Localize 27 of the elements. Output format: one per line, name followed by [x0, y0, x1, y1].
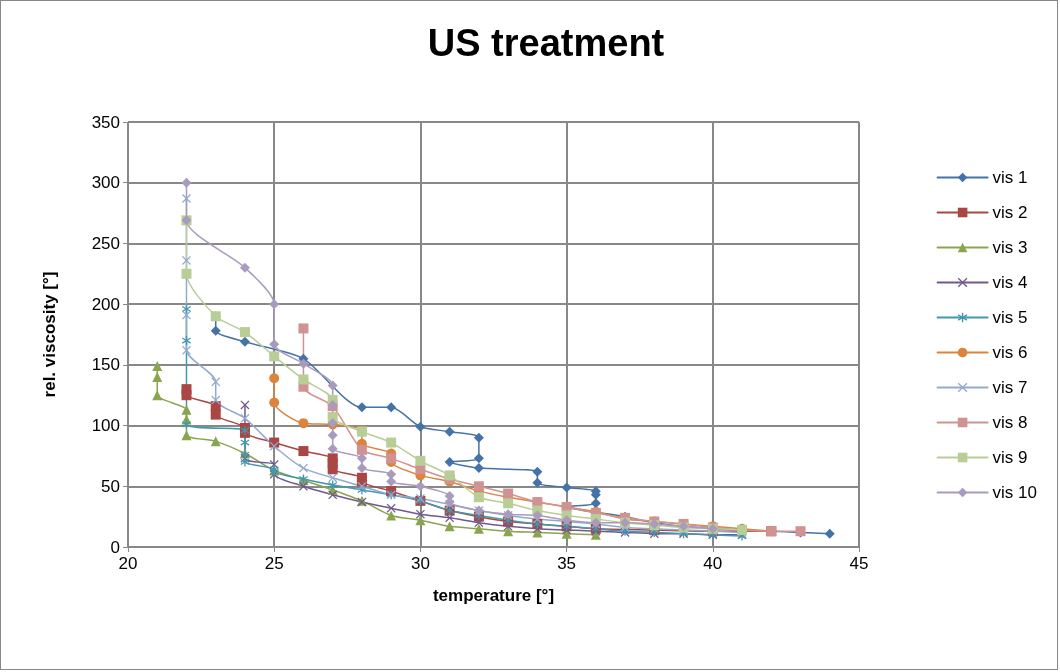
legend-label: vis 10	[992, 483, 1038, 502]
y-tick-label: 300	[91, 173, 120, 193]
y-tick-label: 100	[91, 416, 120, 436]
y-tick-label: 250	[91, 233, 120, 253]
x-tick-label: 40	[703, 554, 723, 573]
legend-label: vis 1	[992, 168, 1028, 187]
y-tick-label: 0	[110, 537, 120, 557]
x-axis-title: temperature [°]	[432, 586, 555, 605]
y-tick-label: 150	[91, 355, 120, 375]
y-tick-label: 350	[91, 112, 120, 132]
legend-label: vis 6	[992, 343, 1028, 362]
y-tick-label: 200	[91, 294, 120, 314]
x-tick-label: 35	[557, 554, 577, 573]
legend-label: vis 9	[992, 448, 1028, 467]
x-tick-label: 20	[118, 554, 138, 573]
y-axis-title: rel. viscosity [°]	[40, 271, 59, 398]
legend-label: vis 8	[992, 413, 1028, 432]
legend-label: vis 4	[992, 273, 1028, 292]
x-tick-label: 30	[410, 554, 430, 573]
x-tick-label: 25	[264, 554, 284, 573]
chart-title: US treatment	[427, 22, 665, 64]
legend-label: vis 7	[992, 378, 1028, 397]
legend-label: vis 2	[992, 203, 1028, 222]
x-tick-label: 45	[849, 554, 869, 573]
legend-label: vis 3	[992, 238, 1028, 257]
y-tick-label: 50	[101, 476, 120, 496]
legend-label: vis 5	[992, 308, 1028, 327]
